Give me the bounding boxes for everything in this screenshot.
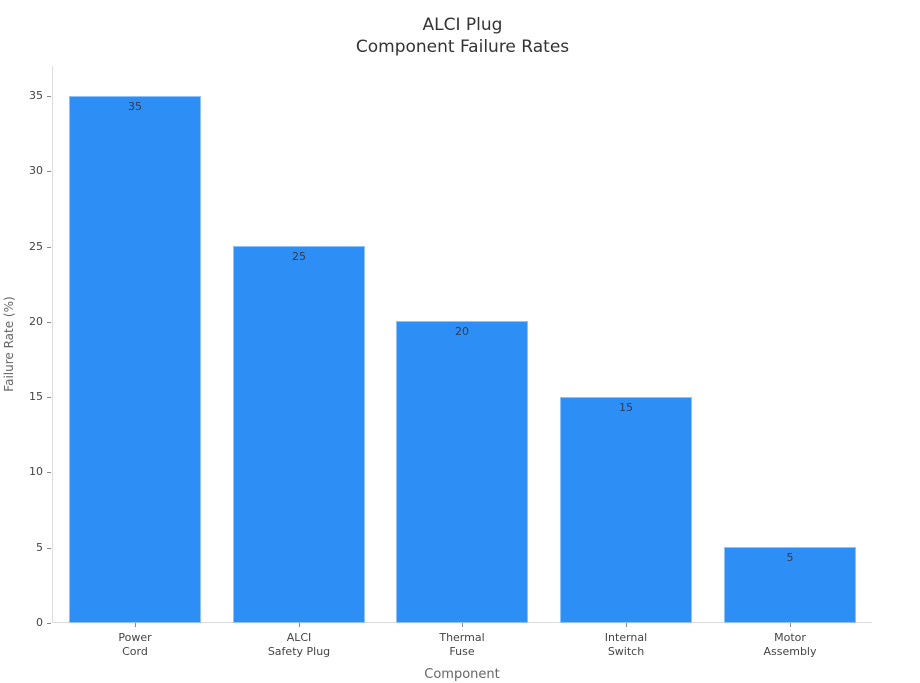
x-tick-mark: [461, 623, 463, 627]
y-tick-mark: [47, 623, 51, 624]
y-tick-mark: [47, 322, 51, 323]
x-tick-power-cord: Power Cord: [70, 623, 200, 659]
y-tick-label: 5: [36, 541, 43, 554]
chart-title-line1: ALCI Plug: [422, 15, 503, 35]
y-tick-label: 10: [29, 465, 43, 478]
x-tick-label-line2: Fuse: [449, 645, 475, 658]
x-axis-label: Component: [424, 667, 500, 682]
x-tick-label-line1: Thermal: [439, 631, 485, 644]
x-tick-thermal-fuse: Thermal Fuse: [397, 623, 527, 659]
y-tick-label: 30: [29, 164, 43, 177]
y-tick-35: 35: [0, 89, 52, 103]
bar-internal-switch[interactable]: 15: [560, 397, 692, 623]
chart-title-line2: Component Failure Rates: [355, 37, 570, 57]
bar-value-label: 15: [619, 401, 633, 414]
y-tick-mark: [47, 247, 51, 248]
x-tick-mark: [625, 623, 627, 627]
y-tick-25: 25: [0, 240, 52, 254]
bar-motor-assembly[interactable]: 5: [724, 547, 856, 623]
bar-value-label: 35: [128, 100, 142, 113]
y-tick-30: 30: [0, 164, 52, 178]
y-tick-mark: [47, 171, 51, 172]
y-tick-mark: [47, 472, 51, 473]
y-tick-0: 0: [0, 616, 52, 630]
x-tick-label-line2: Safety Plug: [267, 645, 331, 658]
y-tick-label: 20: [29, 315, 43, 328]
y-tick-20: 20: [0, 315, 52, 329]
y-tick-label: 35: [29, 89, 43, 102]
y-tick-mark: [47, 397, 51, 398]
bar-value-label: 5: [786, 551, 794, 564]
x-tick-label: Motor Assembly: [725, 631, 855, 659]
x-tick-motor-assembly: Motor Assembly: [725, 623, 855, 659]
x-tick-label-line2: Cord: [122, 645, 148, 658]
x-tick-label-line2: Assembly: [763, 645, 817, 658]
y-axis-line: [52, 66, 53, 623]
x-tick-label: Internal Switch: [561, 631, 691, 659]
y-tick-label: 25: [29, 240, 43, 253]
bar-power-cord[interactable]: 35: [69, 96, 201, 623]
bar-alci-safety-plug[interactable]: 25: [233, 246, 365, 623]
y-tick-15: 15: [0, 390, 52, 404]
x-tick-label-line1: ALCI: [286, 631, 312, 644]
x-tick-label-line1: Motor: [774, 631, 806, 644]
y-axis-label: Failure Rate (%): [2, 296, 16, 392]
bar-value-label: 25: [292, 250, 306, 263]
y-tick-10: 10: [0, 465, 52, 479]
bar-value-label: 20: [455, 325, 469, 338]
y-tick-label: 0: [36, 616, 43, 629]
x-tick-label: Power Cord: [70, 631, 200, 659]
x-tick-mark: [134, 623, 136, 627]
x-tick-label: ALCI Safety Plug: [234, 631, 364, 659]
x-tick-mark: [298, 623, 300, 627]
y-tick-label: 15: [29, 390, 43, 403]
x-tick-alci-safety-plug: ALCI Safety Plug: [234, 623, 364, 659]
y-tick-5: 5: [0, 541, 52, 555]
chart-title: ALCI Plug Component Failure Rates: [0, 14, 920, 58]
x-tick-label-line2: Switch: [607, 645, 645, 658]
y-tick-mark: [47, 548, 51, 549]
x-tick-internal-switch: Internal Switch: [561, 623, 691, 659]
x-tick-label-line1: Internal: [604, 631, 648, 644]
y-tick-mark: [47, 96, 51, 97]
x-tick-label: Thermal Fuse: [397, 631, 527, 659]
x-tick-mark: [789, 623, 791, 627]
x-tick-label-line1: Power: [118, 631, 152, 644]
bar-thermal-fuse[interactable]: 20: [396, 321, 528, 623]
